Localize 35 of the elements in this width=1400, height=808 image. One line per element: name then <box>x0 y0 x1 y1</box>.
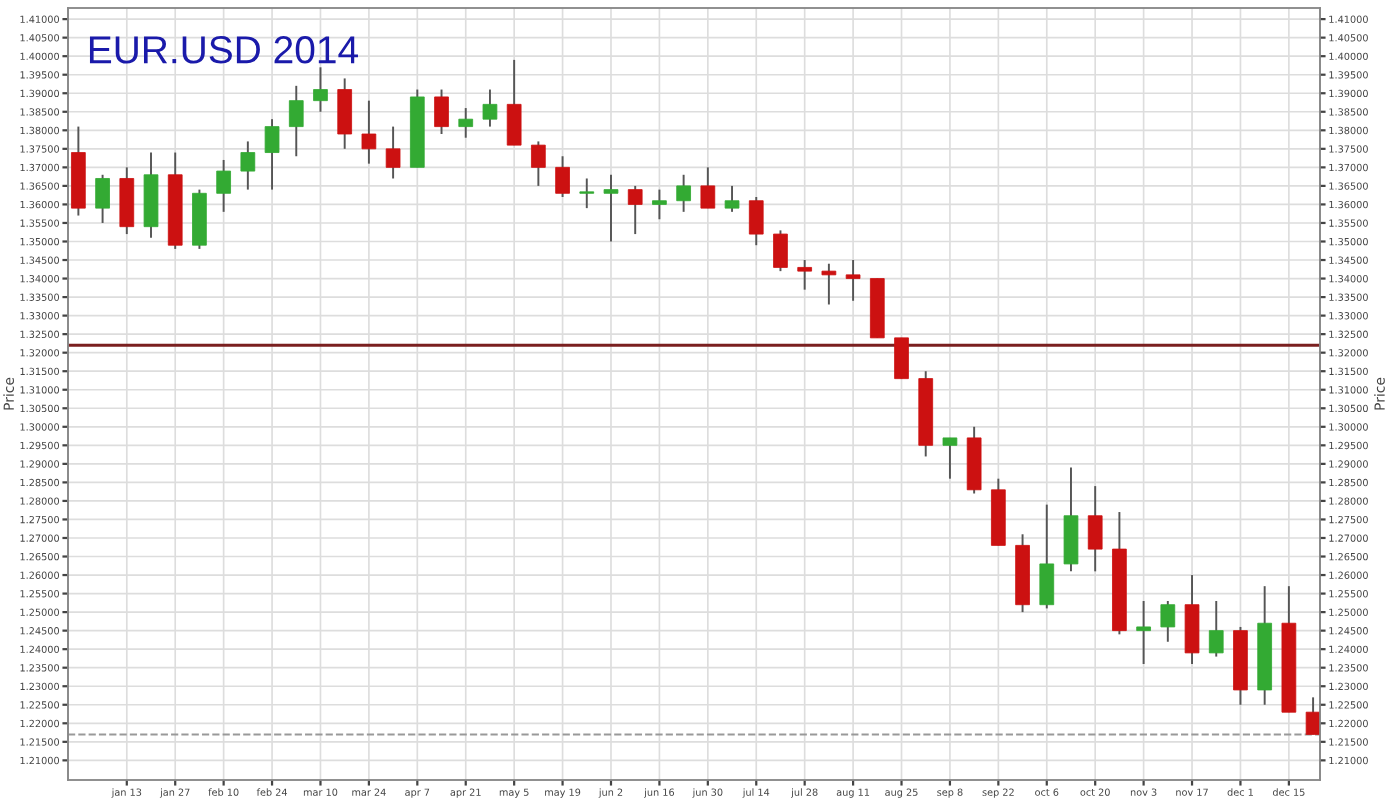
candlestick <box>95 173 110 224</box>
candlestick <box>1039 503 1055 610</box>
candlestick <box>458 107 474 139</box>
candlestick <box>773 229 788 273</box>
candlestick <box>603 173 619 243</box>
candlestick <box>264 118 280 191</box>
candlestick <box>313 66 328 113</box>
candlestick <box>288 84 304 158</box>
candlestick <box>700 166 716 210</box>
candlestick <box>337 77 353 150</box>
candlestick <box>797 259 813 291</box>
candlestick <box>434 88 449 135</box>
candlestick <box>821 262 837 306</box>
candlestick <box>894 336 909 380</box>
candlestick <box>482 88 498 128</box>
candlestick <box>385 125 401 180</box>
candlestick <box>1087 485 1103 573</box>
candlestick <box>1208 600 1224 658</box>
candlestick <box>579 177 595 210</box>
candlestick <box>676 173 691 213</box>
candlestick <box>361 99 377 165</box>
candlestick <box>1160 600 1176 643</box>
candlestick <box>240 140 256 191</box>
candlestick <box>942 436 958 480</box>
candlestick <box>555 155 570 198</box>
text: EUR.USD 2014 <box>89 36 358 64</box>
candlestick <box>627 184 643 236</box>
candlestick <box>748 196 764 247</box>
candlestick <box>216 158 231 213</box>
candlestick <box>1136 600 1151 665</box>
candlestick <box>652 188 667 221</box>
candlestick <box>531 140 546 187</box>
candlestick <box>724 184 740 213</box>
candlestick <box>845 259 861 302</box>
candlestick <box>506 58 522 147</box>
